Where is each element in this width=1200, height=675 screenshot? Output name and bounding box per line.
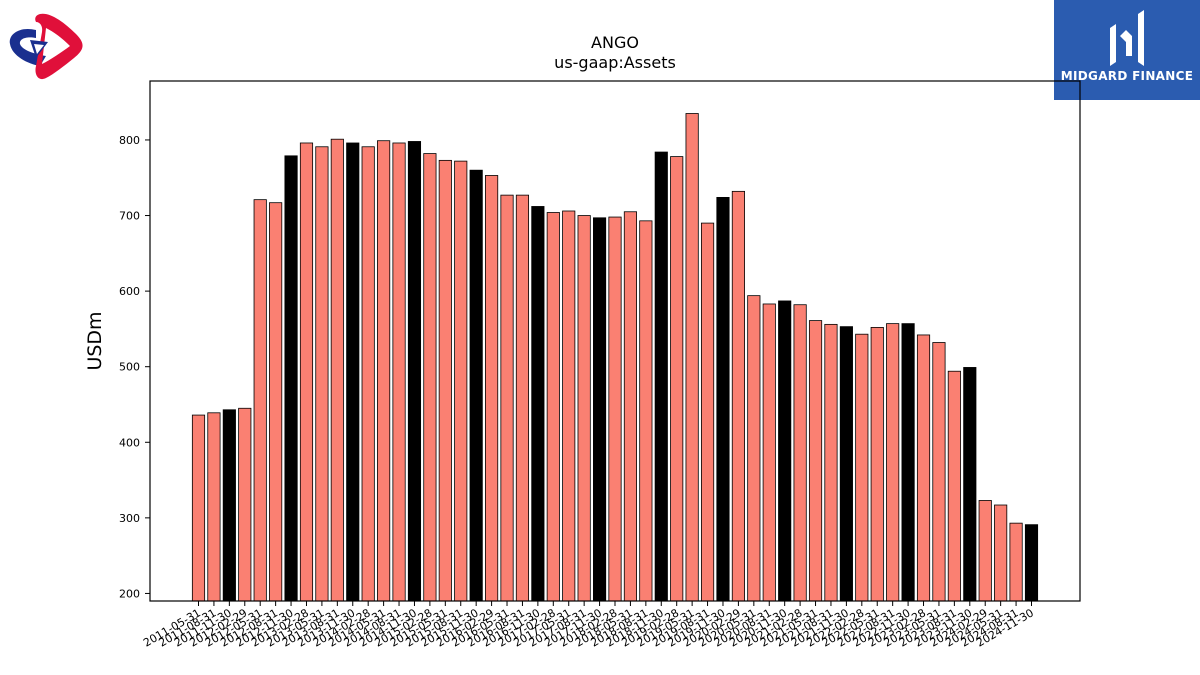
bar-2020-05-31 bbox=[747, 295, 761, 602]
x-axis-ticks: 2011-05-312011-08-312011-11-302012-02-29… bbox=[141, 601, 1036, 650]
bar-2024-08-31 bbox=[1009, 522, 1023, 602]
bar-2022-08-31 bbox=[886, 323, 900, 602]
chart-subtitle: us-gaap:Assets bbox=[554, 53, 676, 72]
bar-2018-05-31 bbox=[623, 211, 638, 602]
bar-2012-08-31 bbox=[269, 202, 283, 602]
y-tick-label: 700 bbox=[119, 210, 140, 223]
bar-2015-08-31 bbox=[454, 160, 468, 602]
bar-2021-05-31 bbox=[808, 320, 823, 602]
bar-2016-02-29 bbox=[485, 175, 499, 602]
bar-2016-05-31 bbox=[500, 194, 514, 602]
company-logo-icon bbox=[6, 8, 86, 82]
bar-2014-08-31 bbox=[392, 142, 406, 602]
bar-2012-02-29 bbox=[238, 407, 252, 602]
bar-2024-05-31 bbox=[994, 504, 1008, 602]
bar-2023-11-30 bbox=[963, 367, 977, 602]
bar-2018-02-28 bbox=[608, 216, 622, 602]
bar-2022-11-30 bbox=[901, 323, 915, 602]
bar-2017-11-30 bbox=[593, 217, 607, 602]
bar-2021-08-31 bbox=[824, 323, 838, 602]
y-tick-label: 600 bbox=[119, 285, 140, 298]
bar-2023-05-31 bbox=[932, 342, 946, 602]
bar-2013-02-28 bbox=[299, 142, 314, 602]
bar-2011-11-30 bbox=[222, 409, 236, 602]
bar-2017-08-31 bbox=[577, 215, 591, 602]
bar-2011-05-31 bbox=[191, 414, 206, 602]
logo-white-inner bbox=[34, 44, 44, 54]
midgard-finance-logo-icon bbox=[1110, 10, 1144, 66]
plot-frame bbox=[149, 80, 1081, 602]
logo-mark-right bbox=[1138, 10, 1144, 66]
bar-2020-11-30 bbox=[778, 300, 792, 602]
bar-2012-05-31 bbox=[253, 199, 267, 602]
bar-2024-11-30 bbox=[1024, 524, 1039, 602]
logo-red-loop bbox=[35, 13, 83, 80]
bar-2016-11-30 bbox=[531, 206, 545, 602]
chart-title: ANGO bbox=[591, 33, 639, 52]
bar-2015-05-31 bbox=[438, 159, 452, 602]
y-tick-label: 500 bbox=[119, 361, 140, 374]
y-tick-label: 300 bbox=[119, 512, 140, 525]
logo-mark-mid bbox=[1120, 30, 1132, 56]
bar-2014-02-28 bbox=[361, 146, 375, 602]
bar-2013-11-30 bbox=[346, 142, 360, 602]
bar-2019-11-30 bbox=[716, 196, 730, 602]
bar-2014-11-30 bbox=[407, 141, 422, 602]
bar-2018-11-30 bbox=[654, 151, 668, 602]
y-tick-label: 800 bbox=[119, 134, 140, 147]
midgard-finance-wordmark: MIDGARD FINANCE bbox=[1060, 69, 1194, 83]
bar-2013-05-31 bbox=[315, 146, 329, 602]
y-tick-label: 400 bbox=[119, 436, 140, 449]
bar-2013-08-31 bbox=[330, 138, 344, 602]
bar-2021-11-30 bbox=[839, 326, 853, 602]
midgard-finance-logo: MIDGARD FINANCE bbox=[1054, 0, 1200, 100]
bar-2015-11-30 bbox=[469, 169, 483, 602]
bar-2019-08-31 bbox=[700, 222, 715, 602]
bar-2015-02-28 bbox=[423, 153, 437, 602]
y-tick-label: 200 bbox=[119, 587, 140, 600]
bar-2017-02-28 bbox=[546, 212, 560, 602]
bar-series bbox=[191, 113, 1039, 602]
bar-2014-05-31 bbox=[377, 140, 391, 602]
bar-2011-08-31 bbox=[207, 412, 221, 602]
bar-2024-02-29 bbox=[978, 500, 992, 602]
bar-2023-08-31 bbox=[947, 370, 961, 602]
bar-2017-05-31 bbox=[562, 210, 576, 602]
y-axis-ticks: 200 300 400 500 600 700 800 bbox=[119, 134, 150, 600]
bar-2021-02-28 bbox=[793, 304, 807, 602]
bar-2023-02-28 bbox=[916, 334, 931, 602]
bar-2012-11-30 bbox=[284, 155, 298, 602]
bar-2019-02-28 bbox=[670, 156, 684, 602]
bar-2022-05-31 bbox=[870, 326, 884, 602]
bar-2020-08-31 bbox=[762, 303, 776, 602]
bar-2016-08-31 bbox=[515, 194, 530, 602]
bar-2020-02-29 bbox=[731, 190, 745, 602]
y-axis-label: USDm bbox=[84, 311, 106, 370]
bar-2022-02-28 bbox=[855, 333, 869, 602]
logo-mark-left bbox=[1110, 24, 1116, 66]
bar-2018-08-31 bbox=[639, 220, 653, 602]
bar-2019-05-31 bbox=[685, 113, 699, 602]
